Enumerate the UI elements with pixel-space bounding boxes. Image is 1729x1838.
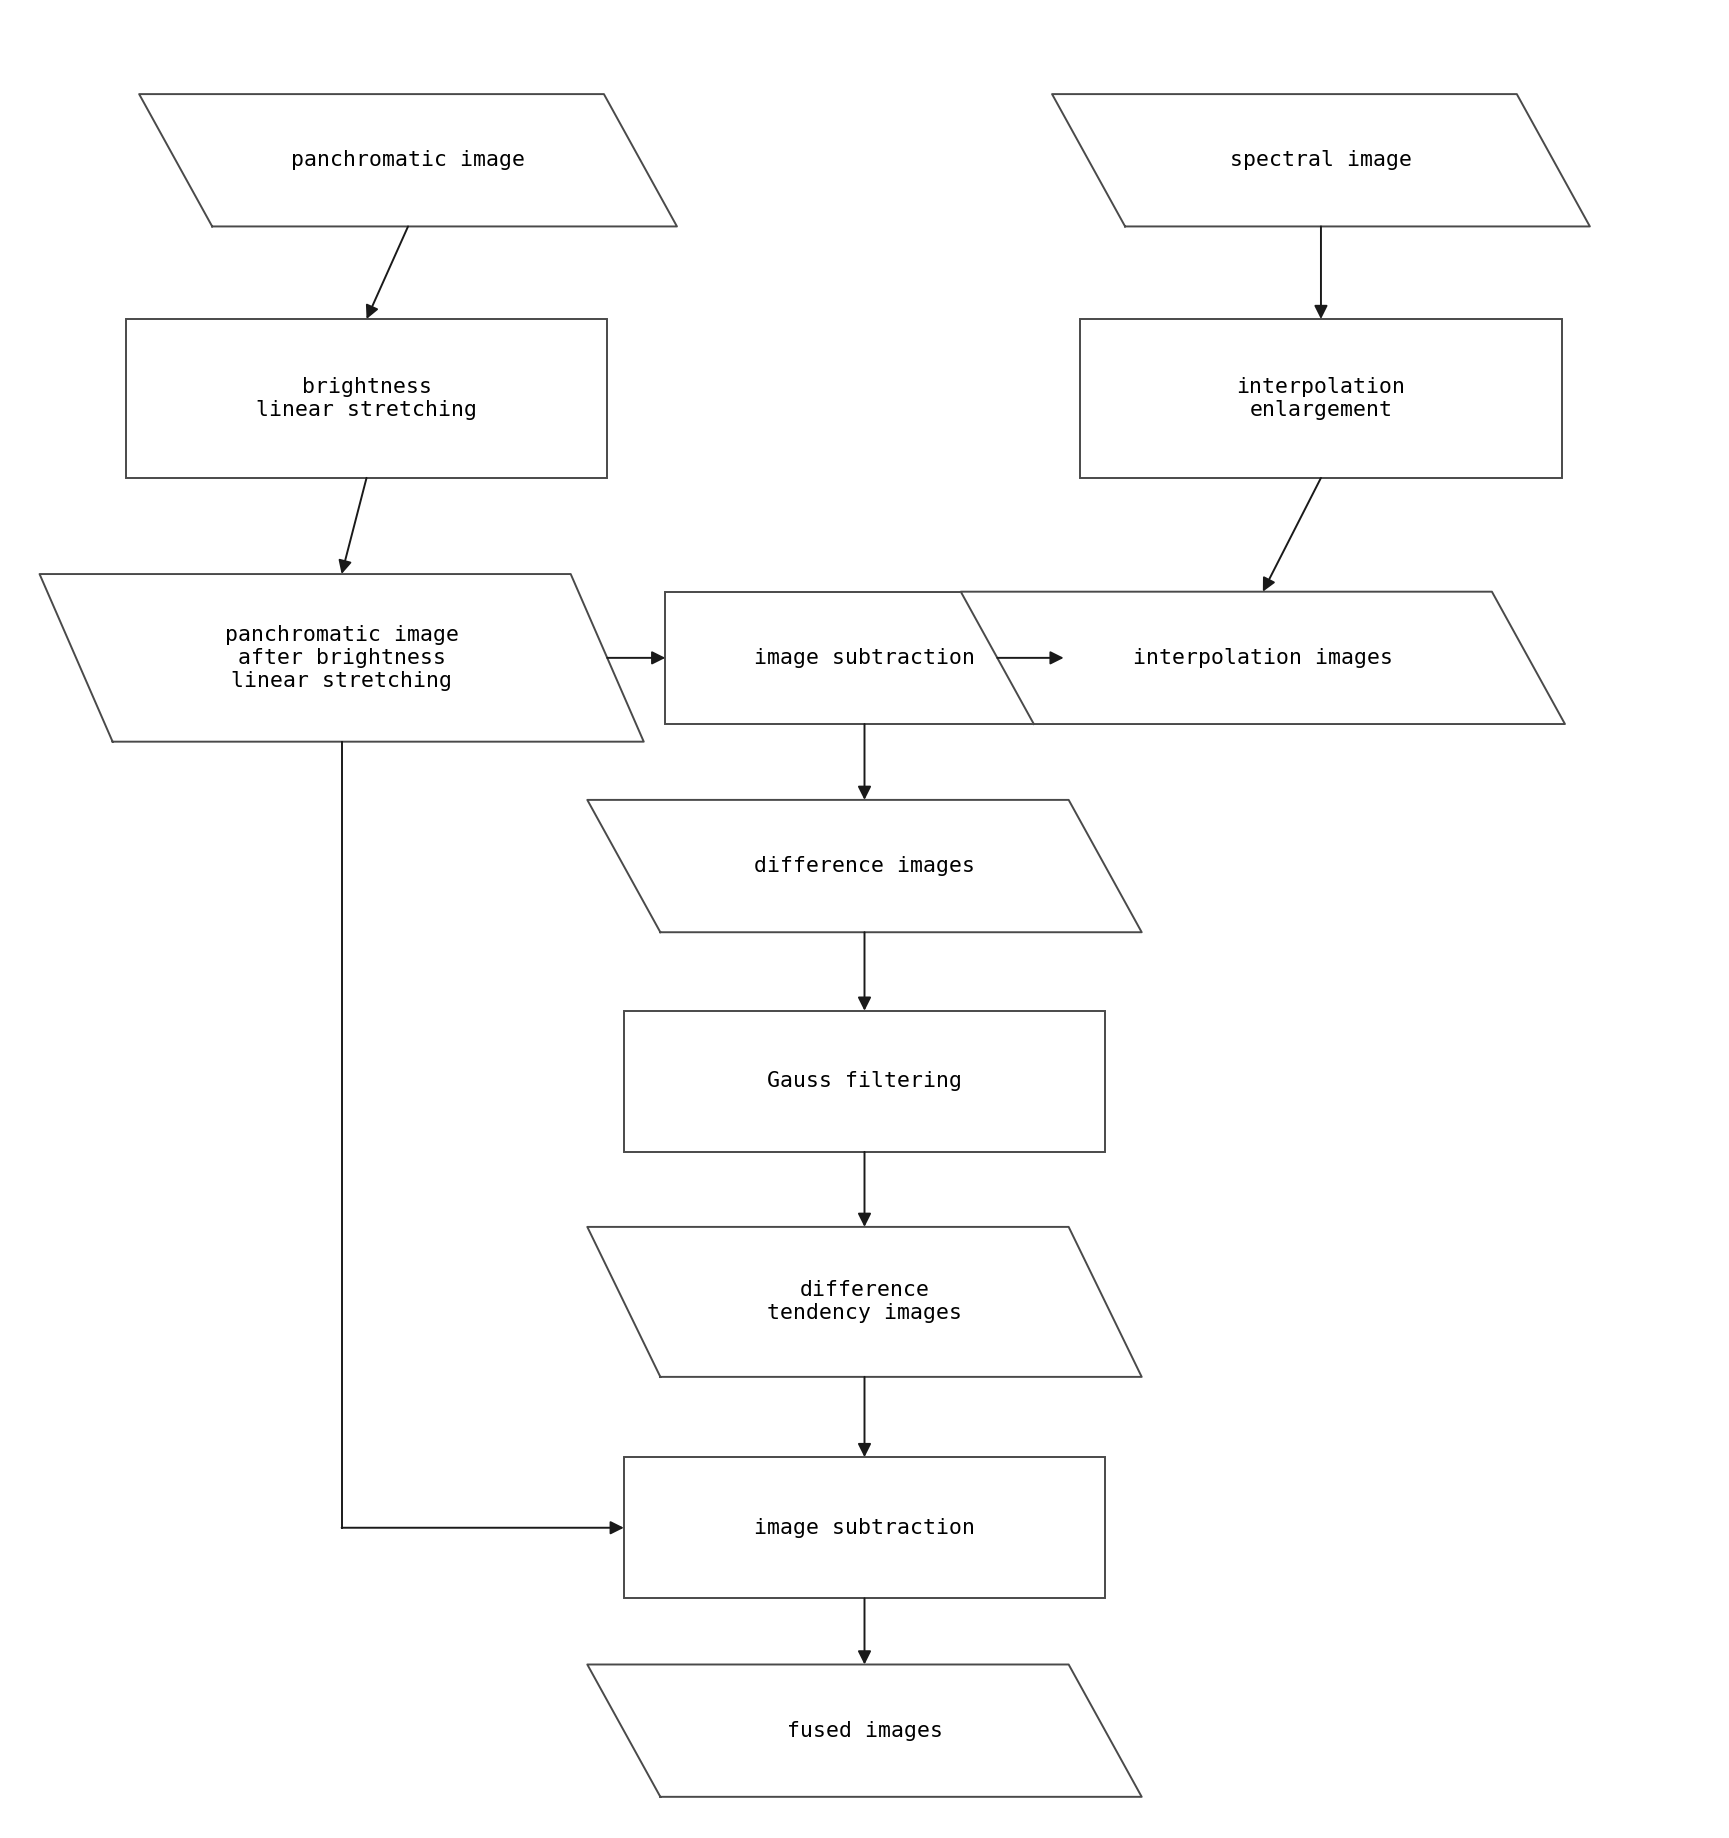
Polygon shape <box>1051 94 1591 226</box>
Polygon shape <box>138 94 678 226</box>
Text: difference images: difference images <box>754 857 975 877</box>
Text: image subtraction: image subtraction <box>754 1518 975 1538</box>
Text: spectral image: spectral image <box>1229 151 1413 171</box>
Text: brightness
linear stretching: brightness linear stretching <box>256 377 477 421</box>
Text: fused images: fused images <box>787 1720 942 1741</box>
Bar <box>624 1458 1105 1599</box>
Text: interpolation
enlargement: interpolation enlargement <box>1236 377 1406 421</box>
Bar <box>1081 320 1561 478</box>
Text: interpolation images: interpolation images <box>1132 647 1394 667</box>
Polygon shape <box>588 800 1141 932</box>
Polygon shape <box>40 573 643 743</box>
Bar <box>126 320 607 478</box>
Polygon shape <box>588 1665 1141 1798</box>
Text: Gauss filtering: Gauss filtering <box>768 1072 961 1092</box>
Text: panchromatic image
after brightness
linear stretching: panchromatic image after brightness line… <box>225 625 458 691</box>
Bar <box>666 592 1063 724</box>
Bar <box>624 1011 1105 1152</box>
Polygon shape <box>588 1228 1141 1377</box>
Text: image subtraction: image subtraction <box>754 647 975 667</box>
Text: panchromatic image: panchromatic image <box>290 151 526 171</box>
Polygon shape <box>961 592 1565 724</box>
Text: difference
tendency images: difference tendency images <box>768 1281 961 1323</box>
